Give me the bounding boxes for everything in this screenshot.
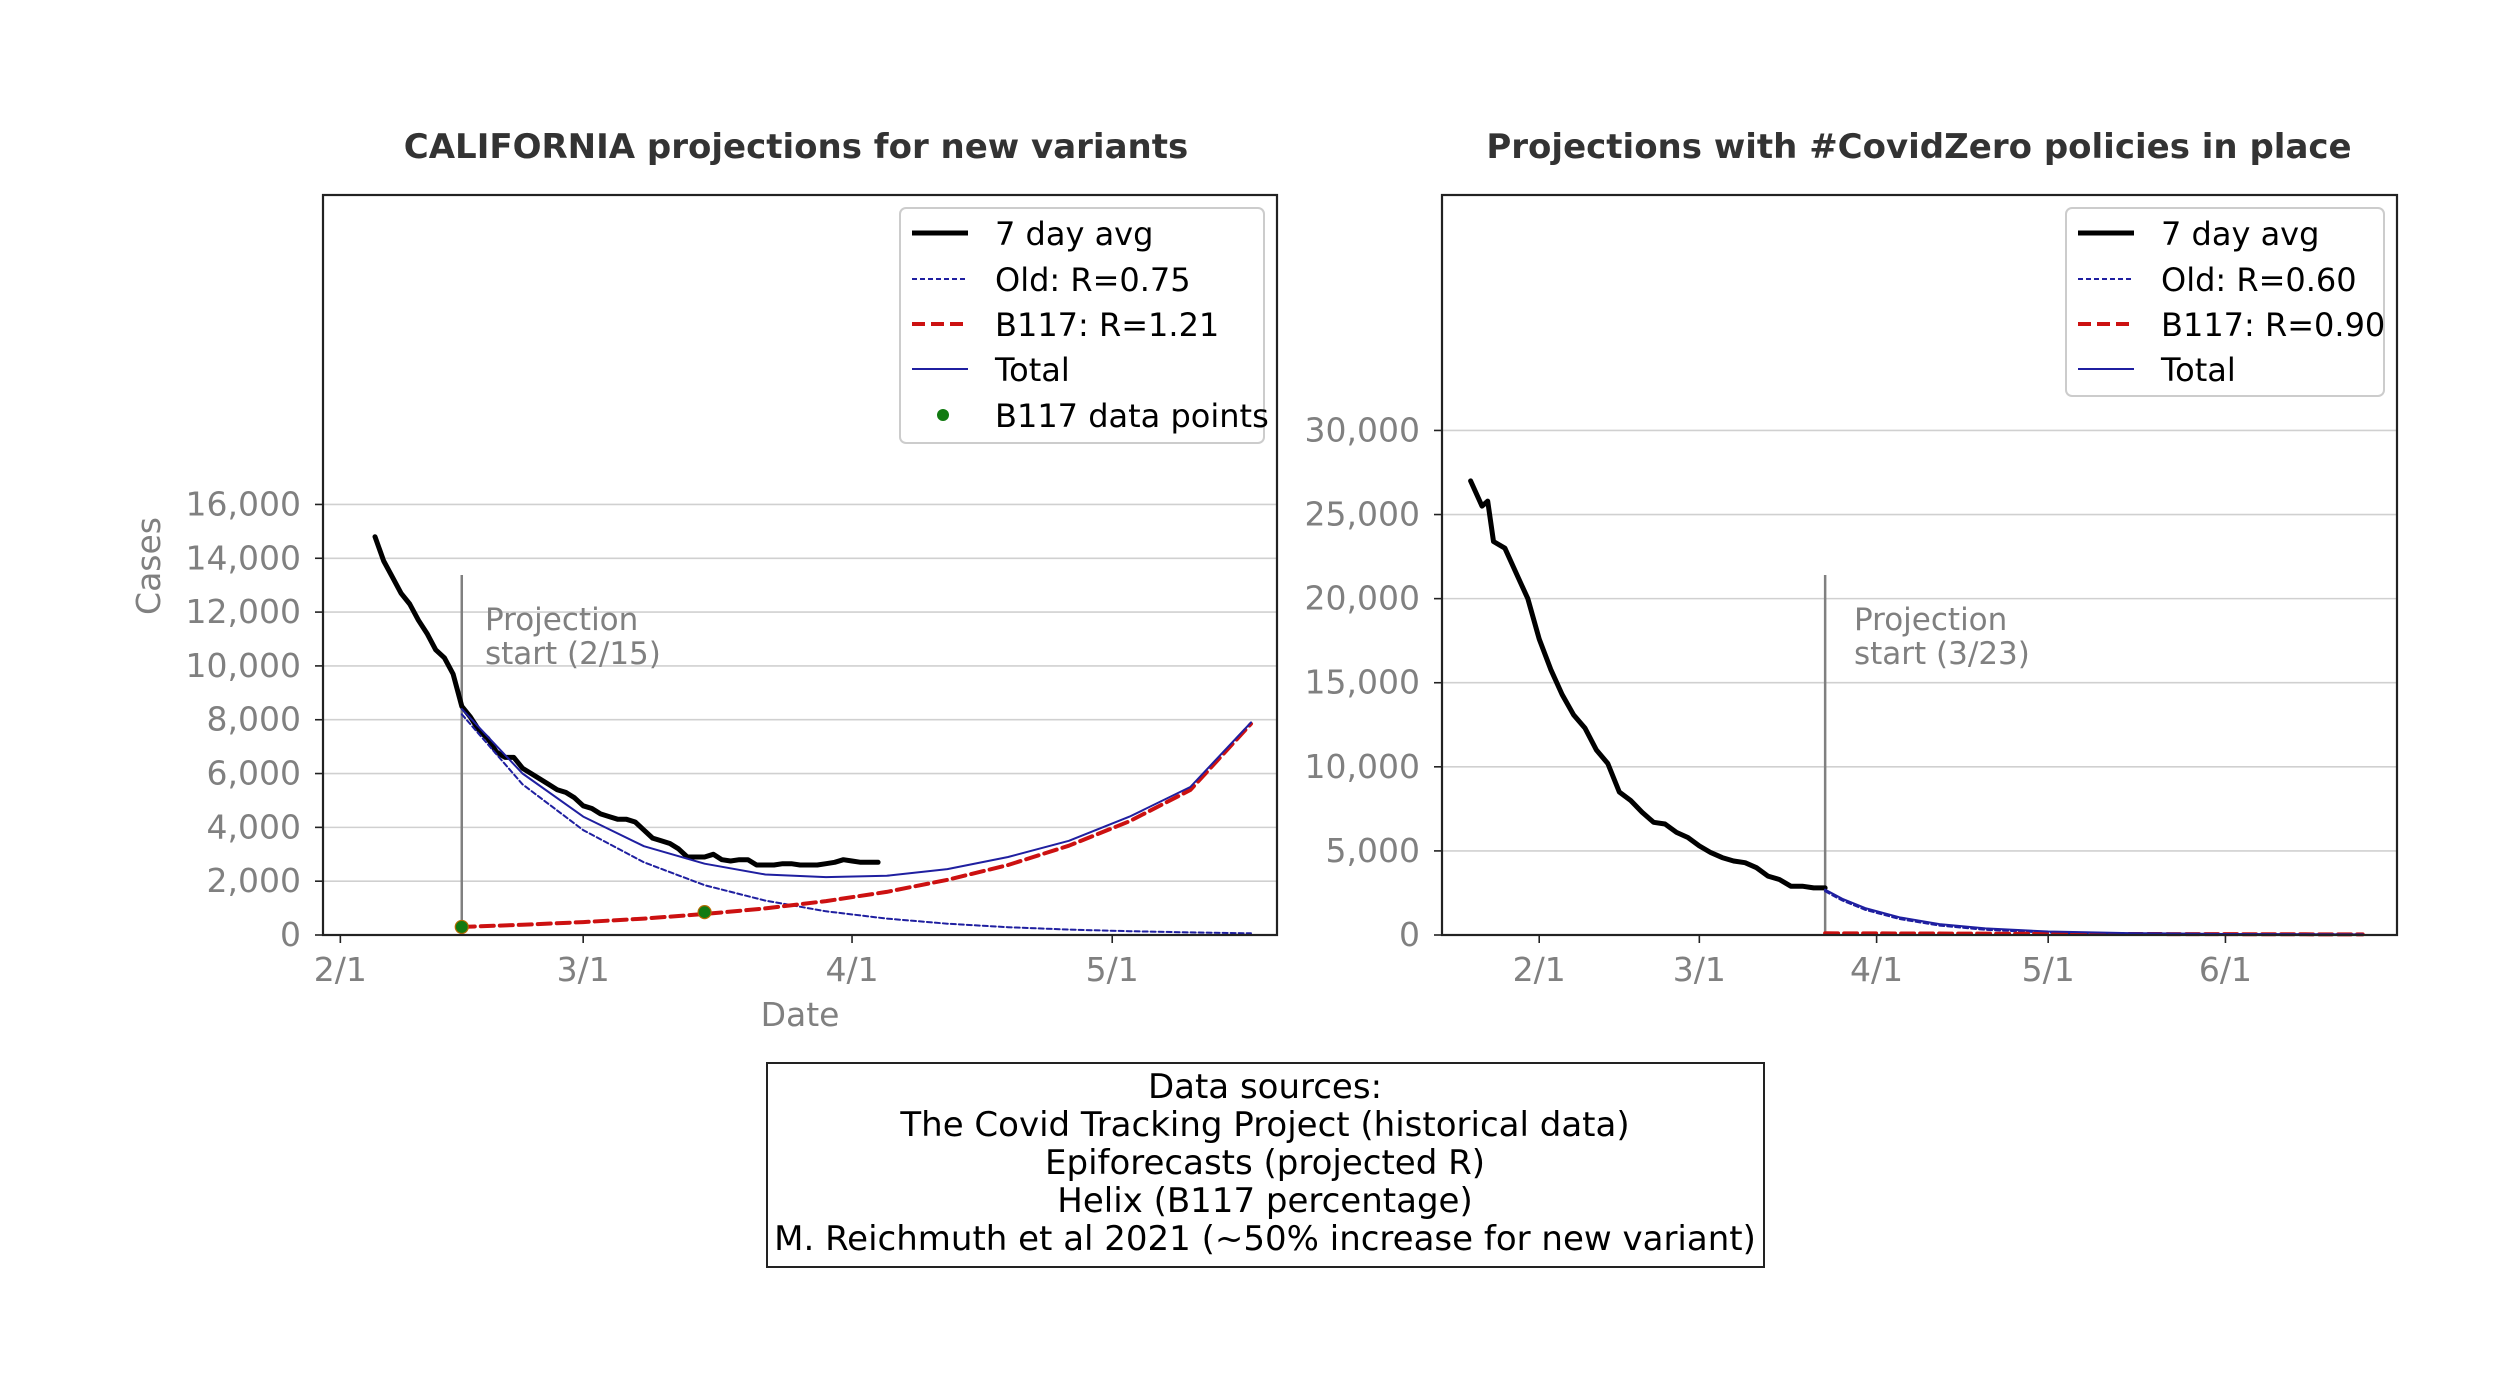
left-chart-grid [323, 503, 1277, 936]
y-tick-label: 0 [280, 915, 301, 954]
right-chart-legend: 7 day avg Old: R=0.60 B117: R=0.90 Total [2065, 207, 2385, 397]
right-legend-box [2065, 207, 2385, 397]
x-tick-label: 2/1 [314, 950, 367, 989]
right-legend-avg-label: 7 day avg [2161, 215, 2319, 253]
left-legend-swatch-points [937, 409, 949, 421]
left-chart-y-ticks: 0 2,000 4,000 6,000 8,000 10,000 12,000 14,000 1… [186, 484, 323, 954]
left-chart-title: CALIFORNIA projections for new variants [404, 127, 1188, 167]
right-projection-label-line1: Projection [1854, 602, 2007, 638]
y-tick-label: 30,000 [1305, 410, 1420, 449]
series-line-old-r-0-75 [460, 713, 1252, 935]
left-legend-old-label: Old: R=0.75 [995, 261, 1191, 299]
y-tick-label: 10,000 [186, 646, 301, 685]
right-projection-label-line2: start (3/23) [1854, 636, 2030, 672]
x-tick-label: 6/1 [2199, 950, 2252, 989]
left-legend-total-label: Total [994, 351, 1070, 389]
data-source-line: The Covid Tracking Project (historical d… [899, 1105, 1629, 1145]
y-tick-label: 8,000 [207, 700, 301, 739]
right-chart-y-ticks: 0 5,000 10,000 15,000 20,000 25,000 30,000 [1305, 410, 1442, 954]
b117-data-point [454, 919, 469, 935]
left-chart-x-ticks: 2/1 3/1 4/1 5/1 [314, 935, 1139, 989]
data-sources-box: Data sources: The Covid Tracking Project… [766, 1062, 1765, 1268]
right-legend-b117-label: B117: R=0.90 [2161, 306, 2385, 344]
left-legend-box [899, 207, 1265, 444]
left-legend-b117-label: B117: R=1.21 [995, 306, 1219, 344]
left-projection-label-line1: Projection [485, 602, 638, 638]
left-chart-frame [321, 193, 1279, 937]
data-source-line: M. Reichmuth et al 2021 (~50% increase f… [774, 1219, 1756, 1259]
y-tick-label: 10,000 [1305, 747, 1420, 786]
x-tick-label: 3/1 [1673, 950, 1726, 989]
y-tick-label: 16,000 [186, 484, 301, 523]
left-chart-series [372, 534, 1253, 935]
series-line-7-day-avg [372, 534, 881, 868]
left-projection-label-line2: start (2/15) [485, 636, 661, 672]
right-legend-old-label: Old: R=0.60 [2161, 261, 2357, 299]
right-chart-title: Projections with #CovidZero policies in … [1486, 127, 2351, 167]
left-chart-x-label: Date [761, 995, 840, 1034]
right-chart-grid [1442, 429, 2397, 936]
x-tick-label: 5/1 [2022, 950, 2075, 989]
series-line-b117-r-1-21 [459, 721, 1253, 929]
y-tick-label: 5,000 [1326, 831, 1420, 870]
y-tick-label: 14,000 [186, 538, 301, 577]
y-tick-label: 4,000 [207, 807, 301, 846]
y-tick-label: 2,000 [207, 861, 301, 900]
left-chart-y-label: Cases [129, 517, 168, 615]
y-tick-label: 15,000 [1305, 663, 1420, 702]
right-chart-series [1468, 478, 2365, 937]
data-sources-heading: Data sources: [1148, 1067, 1382, 1107]
left-legend-avg-label: 7 day avg [995, 215, 1153, 253]
x-tick-label: 4/1 [825, 950, 878, 989]
x-tick-label: 5/1 [1086, 950, 1139, 989]
series-line-total [1824, 888, 2364, 936]
x-tick-label: 3/1 [557, 950, 610, 989]
x-tick-label: 2/1 [1513, 950, 1566, 989]
right-legend-total-label: Total [2160, 351, 2236, 389]
data-sources-frame [766, 1062, 1765, 1268]
data-source-line: Epiforecasts (projected R) [1045, 1143, 1485, 1183]
right-chart-x-ticks: 2/1 3/1 4/1 5/1 6/1 [1513, 935, 2252, 989]
series-line-7-day-avg [1468, 478, 1828, 891]
b117-data-point [697, 905, 712, 920]
y-tick-label: 0 [1399, 915, 1420, 954]
right-chart: Projections with #CovidZero policies in … [1305, 127, 2399, 989]
right-chart-frame [1440, 193, 2399, 937]
series-line-total [460, 708, 1252, 879]
y-tick-label: 12,000 [186, 592, 301, 631]
y-tick-label: 6,000 [207, 754, 301, 793]
data-source-line: Helix (B117 percentage) [1057, 1181, 1472, 1221]
series-line-old-r-0-60 [1824, 890, 2364, 936]
left-chart-legend: 7 day avg Old: R=0.75 B117: R=1.21 Total… [899, 207, 1269, 444]
y-tick-label: 25,000 [1305, 495, 1420, 534]
y-tick-label: 20,000 [1305, 579, 1420, 618]
left-legend-points-label: B117 data points [995, 397, 1269, 435]
left-chart: CALIFORNIA projections for new variants … [129, 127, 1279, 1034]
x-tick-label: 4/1 [1850, 950, 1903, 989]
